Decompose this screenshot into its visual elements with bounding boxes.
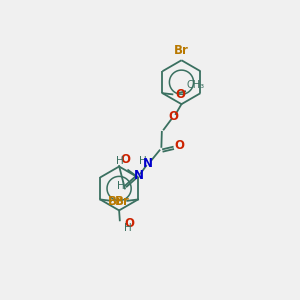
Text: CH₃: CH₃ [186, 80, 204, 90]
Text: Br: Br [174, 44, 189, 57]
Text: H: H [117, 181, 124, 191]
Text: Br: Br [108, 195, 123, 208]
Text: N: N [134, 169, 144, 182]
Text: H: H [124, 223, 132, 233]
Text: O: O [168, 110, 178, 123]
Text: H: H [139, 156, 147, 166]
Text: O: O [124, 217, 134, 230]
Text: O: O [175, 88, 185, 101]
Text: O: O [175, 139, 184, 152]
Text: O: O [120, 153, 130, 166]
Text: Br: Br [115, 195, 130, 208]
Text: N: N [143, 157, 153, 169]
Text: H: H [116, 156, 124, 166]
